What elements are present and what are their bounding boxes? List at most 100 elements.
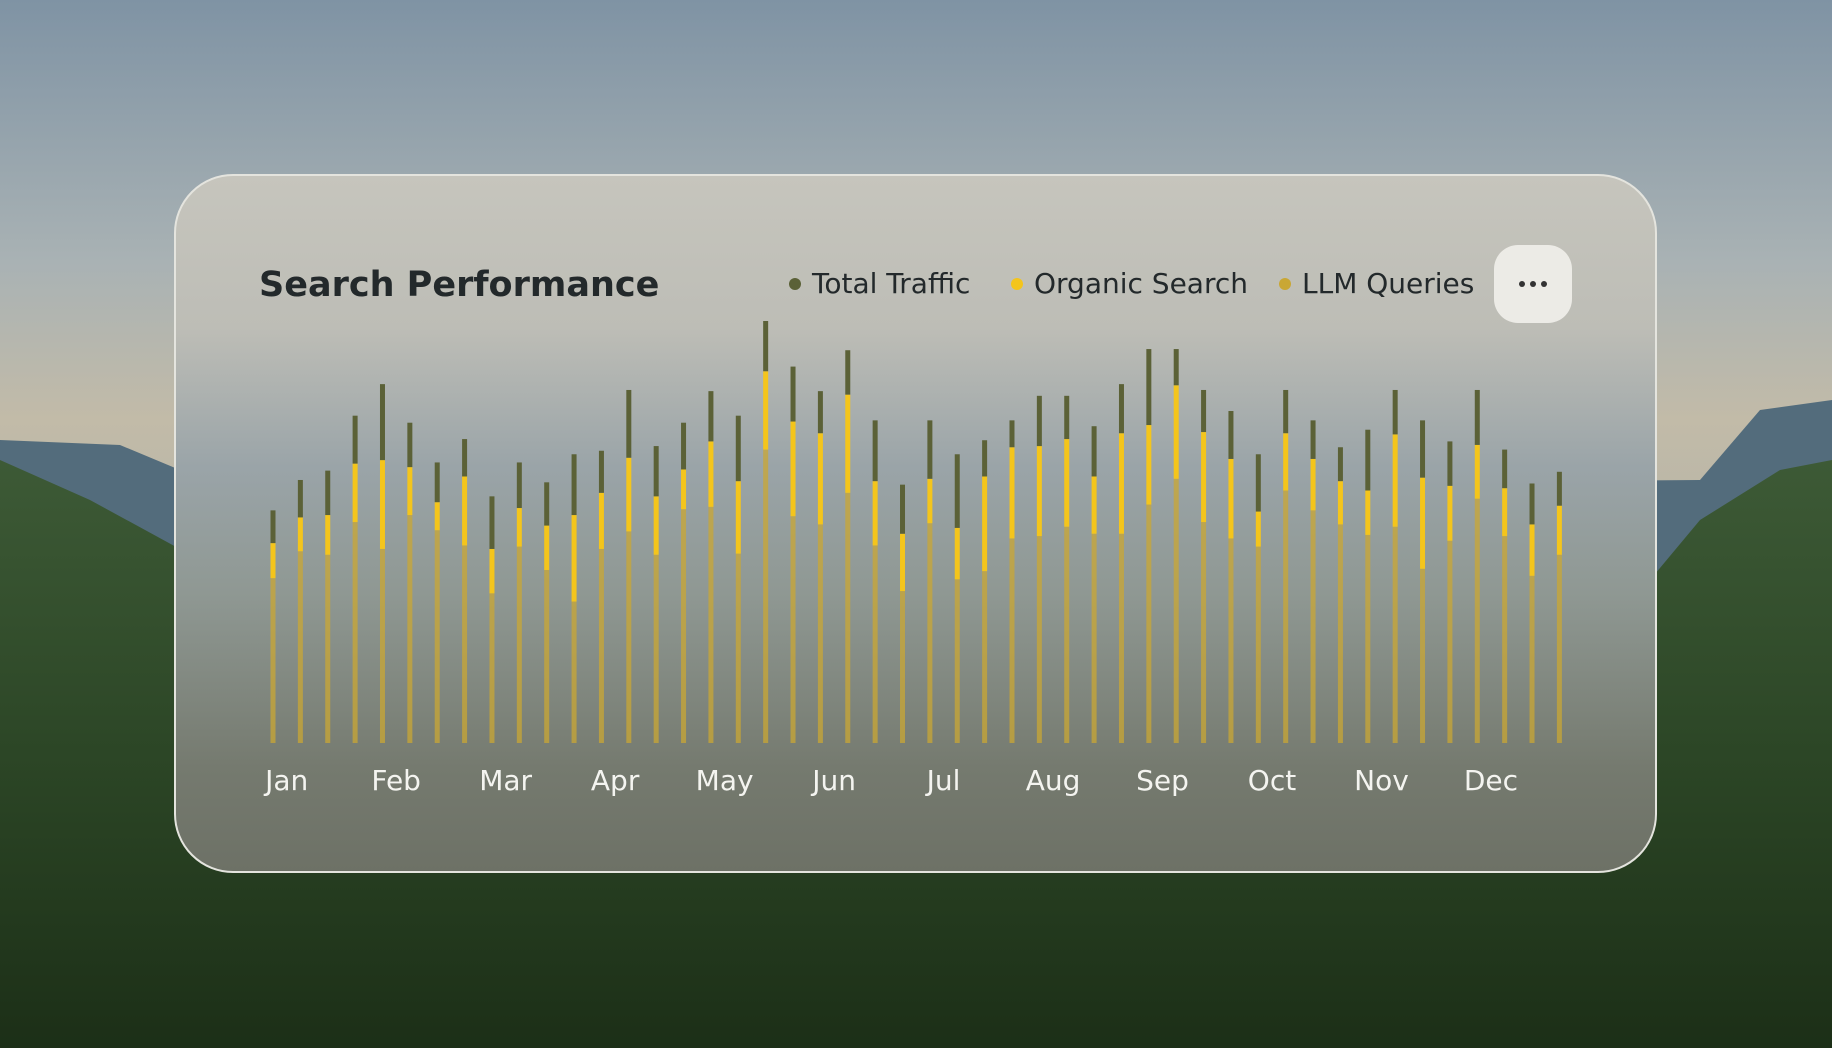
bar-segment: [900, 533, 906, 592]
bar-segment: [1091, 476, 1097, 534]
bar-segment: [927, 420, 933, 479]
bar-segment: [1201, 522, 1207, 743]
bar-segment: [1283, 389, 1289, 434]
bar-segment: [900, 591, 906, 743]
bar-segment: [1118, 533, 1124, 743]
bar-segment: [954, 579, 960, 743]
bar-segment: [1146, 504, 1152, 743]
bar-segment: [1310, 458, 1316, 511]
bar-segment: [1556, 505, 1562, 555]
bar-segment: [434, 462, 440, 503]
bar-segment: [1173, 385, 1179, 479]
bar-segment: [1173, 349, 1179, 386]
bar-segment: [1201, 389, 1207, 433]
x-tick-label: Jun: [810, 764, 856, 797]
bar-segment: [626, 531, 632, 743]
bar-segment: [681, 509, 687, 743]
bar-segment: [544, 482, 550, 526]
bar-segment: [379, 384, 385, 461]
bar-segment: [1064, 439, 1070, 527]
bar-segment: [1064, 395, 1070, 440]
bar-segment: [708, 506, 714, 743]
menu-dot: [1541, 281, 1547, 287]
bar-segment: [763, 371, 769, 450]
legend-label: Total Traffic: [811, 267, 970, 300]
legend-label: Organic Search: [1034, 267, 1248, 300]
x-tick-label: Sep: [1136, 764, 1189, 797]
bar-segment: [763, 321, 769, 372]
bar-segment: [1474, 498, 1480, 743]
bar-segment: [1283, 433, 1289, 491]
bar-segment: [735, 481, 741, 554]
legend-label: LLM Queries: [1302, 267, 1474, 300]
bar-segment: [489, 593, 495, 743]
menu-dot: [1530, 281, 1536, 287]
x-tick-label: May: [696, 764, 754, 797]
bar-segment: [1146, 349, 1152, 426]
bar-segment: [1392, 389, 1398, 435]
bar-segment: [1474, 444, 1480, 499]
bar-segment: [1255, 511, 1261, 547]
bar-segment: [1310, 510, 1316, 743]
bar-segment: [845, 492, 851, 743]
bar-segment: [598, 492, 604, 549]
bar-segment: [817, 391, 823, 434]
bar-segment: [1392, 526, 1398, 743]
bar-segment: [516, 508, 522, 547]
bar-segment: [297, 551, 303, 743]
bar-segment: [516, 546, 522, 743]
bar-segment: [1502, 449, 1508, 489]
bar-segment: [270, 510, 276, 544]
x-tick-label: Apr: [591, 764, 640, 797]
bar-segment: [1036, 446, 1042, 537]
bar-segment: [325, 470, 331, 516]
bar-segment: [927, 523, 933, 743]
bar-segment: [462, 545, 468, 743]
bar-segment: [1474, 389, 1480, 445]
bar-segment: [1365, 534, 1371, 743]
bar-segment: [1529, 524, 1535, 576]
bar-segment: [434, 502, 440, 531]
bar-segment: [1420, 477, 1426, 569]
bar-segment: [681, 469, 687, 510]
x-tick-label: Oct: [1248, 764, 1296, 797]
bar-segment: [352, 522, 358, 743]
bar-segment: [325, 515, 331, 555]
bar-segment: [270, 578, 276, 743]
bar-segment: [434, 530, 440, 743]
bar-segment: [845, 394, 851, 493]
chart-title: Search Performance: [259, 265, 659, 305]
bar-segment: [735, 415, 741, 482]
bar-segment: [1009, 538, 1015, 743]
x-tick-label: Nov: [1354, 764, 1409, 797]
bar-segment: [927, 478, 933, 524]
bar-segment: [489, 496, 495, 549]
bar-segment: [1173, 478, 1179, 743]
bar-segment: [817, 433, 823, 525]
bar-segment: [1365, 429, 1371, 491]
bar-segment: [270, 543, 276, 579]
bar-segment: [681, 422, 687, 470]
bar-segment: [1556, 554, 1562, 743]
bar-segment: [1255, 546, 1261, 743]
bar-segment: [1447, 441, 1453, 486]
legend-dot: [1011, 278, 1023, 290]
bar-segment: [297, 517, 303, 552]
bar-segment: [407, 422, 413, 468]
bar-segment: [982, 571, 988, 743]
bar-segment: [872, 481, 878, 546]
bar-segment: [1118, 384, 1124, 434]
bar-segment: [407, 515, 413, 743]
bar-segment: [352, 463, 358, 523]
bar-segment: [708, 391, 714, 442]
bar-segment: [1502, 536, 1508, 743]
bar-segment: [626, 457, 632, 532]
bar-segment: [571, 515, 577, 602]
bar-segment: [790, 366, 796, 422]
bar-segment: [544, 569, 550, 743]
bar-segment: [872, 545, 878, 743]
bar-segment: [1228, 538, 1234, 743]
bar-segment: [653, 496, 659, 555]
bar-segment: [462, 476, 468, 546]
x-tick-label: Jul: [925, 764, 961, 797]
